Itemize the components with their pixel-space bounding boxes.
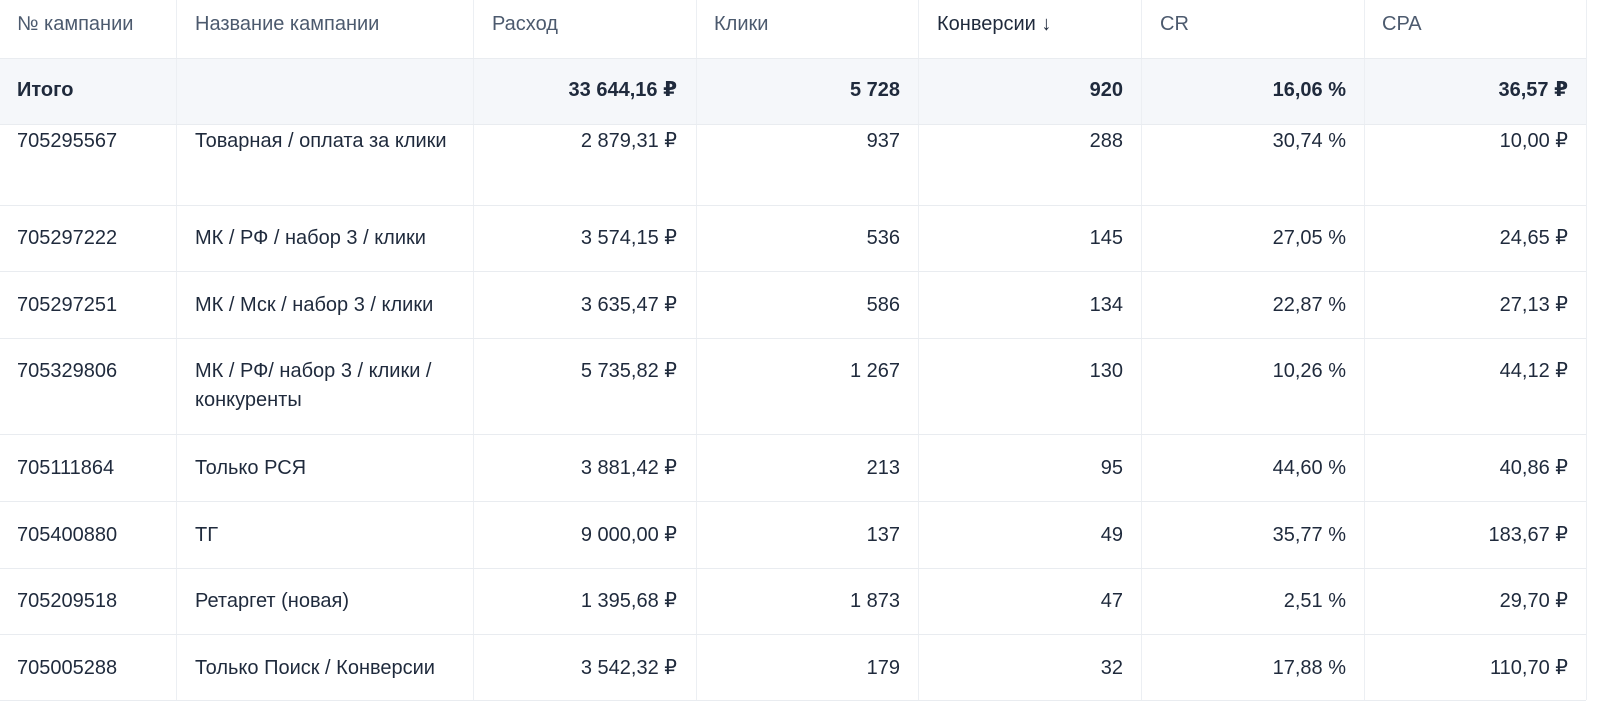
cr-value: 35,77 %: [1272, 524, 1346, 546]
clicks-value: 1 873: [849, 590, 900, 612]
clicks-value: 179: [866, 657, 900, 679]
spend-value: 3 542,32 ₽: [580, 657, 677, 679]
total-cr: 16,06 %: [1272, 79, 1346, 101]
cr-value: 22,87 %: [1272, 294, 1346, 316]
conversions-value: 145: [1089, 227, 1123, 249]
conversions-value: 95: [1100, 457, 1123, 479]
cpa-value: 10,00 ₽: [1499, 130, 1568, 152]
header-campaign-id[interactable]: № кампании: [17, 13, 134, 35]
row-divider: [0, 58, 1586, 59]
spend-value: 9 000,00 ₽: [580, 524, 677, 546]
column-divider: [918, 0, 919, 700]
campaign-id[interactable]: 705111864: [17, 457, 115, 479]
column-divider: [1586, 0, 1587, 700]
column-divider: [176, 0, 177, 700]
header-campaign-name[interactable]: Название кампании: [195, 13, 380, 35]
conversions-value: 49: [1100, 524, 1123, 546]
cr-value: 44,60 %: [1272, 457, 1346, 479]
row-divider: [0, 338, 1586, 339]
campaign-id[interactable]: 705400880: [17, 524, 118, 546]
conversions-value: 130: [1089, 360, 1123, 382]
total-row-background: [0, 58, 1586, 124]
clicks-value: 137: [866, 524, 900, 546]
cpa-value: 110,70 ₽: [1490, 657, 1568, 679]
campaign-id[interactable]: 705005288: [17, 657, 118, 679]
column-divider: [696, 0, 697, 700]
header-cpa[interactable]: CPA: [1382, 13, 1422, 35]
spend-value: 2 879,31 ₽: [580, 130, 677, 152]
conversions-value: 288: [1089, 130, 1123, 152]
spend-value: 3 635,47 ₽: [580, 294, 677, 316]
row-divider: [0, 205, 1586, 206]
header-spend[interactable]: Расход: [492, 13, 558, 35]
row-divider: [0, 434, 1586, 435]
spend-value: 3 574,15 ₽: [580, 227, 677, 249]
cpa-value: 29,70 ₽: [1499, 590, 1568, 612]
header-cr[interactable]: CR: [1160, 13, 1189, 35]
clicks-value: 1 267: [849, 360, 900, 382]
campaign-name[interactable]: ТГ: [195, 524, 219, 546]
row-divider: [0, 271, 1586, 272]
cpa-value: 27,13 ₽: [1499, 294, 1568, 316]
clicks-value: 586: [866, 294, 900, 316]
spend-value: 1 395,68 ₽: [580, 590, 677, 612]
cpa-value: 40,86 ₽: [1499, 457, 1568, 479]
campaign-name[interactable]: МК / РФ/ набор 3 / клики / конкуренты: [195, 360, 432, 411]
campaign-name[interactable]: МК / Мск / набор 3 / клики: [195, 294, 434, 316]
total-cpa: 36,57 ₽: [1498, 79, 1568, 101]
cr-value: 10,26 %: [1272, 360, 1346, 382]
row-divider: [0, 700, 1586, 701]
row-divider: [0, 568, 1586, 569]
campaign-id[interactable]: 705209518: [17, 590, 118, 612]
column-divider: [1141, 0, 1142, 700]
cr-value: 17,88 %: [1272, 657, 1346, 679]
conversions-value: 47: [1100, 590, 1123, 612]
total-clicks: 5 728: [849, 79, 900, 101]
campaign-id[interactable]: 705297222: [17, 227, 118, 249]
column-divider: [1364, 0, 1365, 700]
row-divider: [0, 124, 1586, 125]
conversions-value: 32: [1100, 657, 1123, 679]
clicks-value: 937: [866, 130, 900, 152]
clicks-value: 213: [866, 457, 900, 479]
cpa-value: 24,65 ₽: [1499, 227, 1568, 249]
campaign-name[interactable]: МК / РФ / набор 3 / клики: [195, 227, 426, 249]
cpa-value: 44,12 ₽: [1499, 360, 1568, 382]
campaign-id[interactable]: 705329806: [17, 360, 118, 382]
spend-value: 5 735,82 ₽: [580, 360, 677, 382]
campaign-name[interactable]: Товарная / оплата за клики: [195, 130, 447, 152]
header-conversions[interactable]: Конверсии ↓: [937, 13, 1052, 35]
campaign-name[interactable]: Только Поиск / Конверсии: [195, 657, 435, 679]
total-conversions: 920: [1089, 79, 1123, 101]
cr-value: 30,74 %: [1272, 130, 1346, 152]
campaign-name[interactable]: Ретаргет (новая): [195, 590, 349, 612]
campaign-id[interactable]: 705297251: [17, 294, 118, 316]
row-divider: [0, 501, 1586, 502]
spend-value: 3 881,42 ₽: [580, 457, 677, 479]
header-clicks[interactable]: Клики: [714, 13, 769, 35]
cr-value: 27,05 %: [1272, 227, 1346, 249]
clicks-value: 536: [866, 227, 900, 249]
campaign-id[interactable]: 705295567: [17, 130, 118, 152]
column-divider: [473, 0, 474, 700]
conversions-value: 134: [1089, 294, 1123, 316]
cpa-value: 183,67 ₽: [1488, 524, 1568, 546]
total-label: Итого: [17, 79, 74, 101]
cr-value: 2,51 %: [1283, 590, 1346, 612]
campaign-name[interactable]: Только РСЯ: [195, 457, 307, 479]
total-spend: 33 644,16 ₽: [568, 79, 677, 101]
row-divider: [0, 634, 1586, 635]
